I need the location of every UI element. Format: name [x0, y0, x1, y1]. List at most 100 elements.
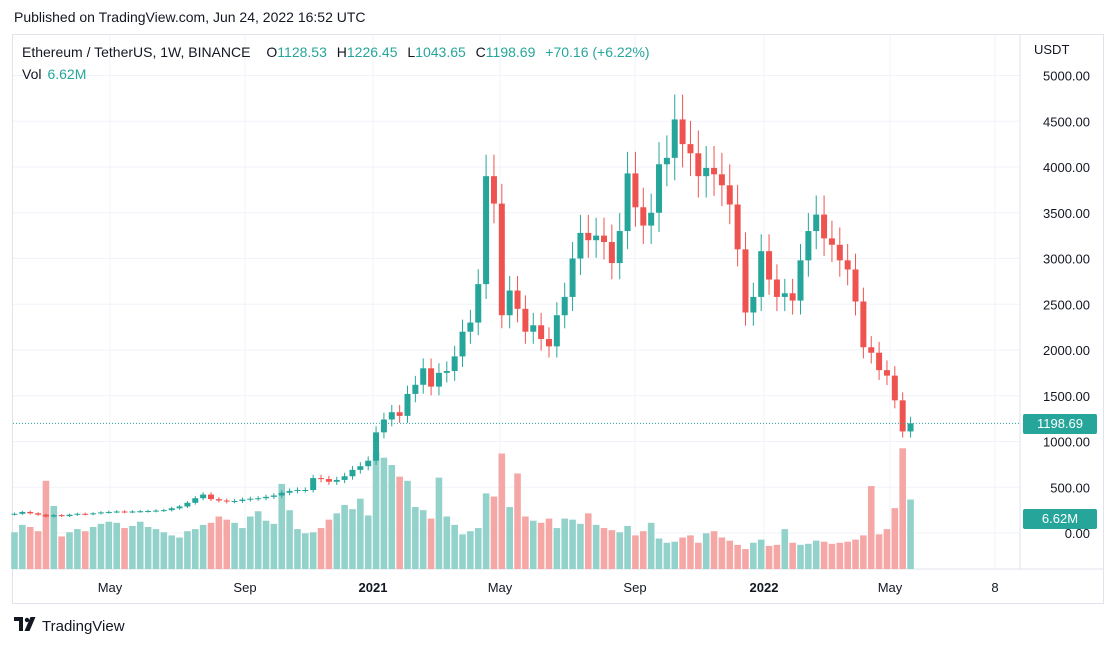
volume-bar: [231, 522, 238, 569]
volume-bar: [176, 537, 183, 569]
candle-body: [97, 512, 104, 514]
volume-bar: [58, 536, 65, 569]
time-tick-label: Sep: [233, 580, 256, 595]
volume-bar: [443, 516, 451, 569]
volume-bar: [836, 542, 844, 569]
candle-body: [129, 511, 136, 513]
candle-body: [137, 511, 144, 513]
volume-bar: [333, 513, 341, 569]
candle-body: [608, 242, 615, 264]
volume-bar: [545, 518, 553, 569]
volume-bar: [207, 522, 215, 569]
price-tick-label: 2500.00: [1043, 297, 1090, 312]
candle-body: [506, 290, 513, 316]
close-label: C: [475, 44, 486, 60]
candle-body: [781, 293, 788, 297]
volume-bar: [812, 540, 820, 569]
candle-body: [553, 315, 560, 347]
candle-body: [687, 144, 694, 154]
candle-body: [703, 167, 710, 177]
footer-brand[interactable]: TradingView: [14, 617, 125, 635]
volume-bar: [435, 477, 443, 569]
price-tick-label: 2000.00: [1043, 343, 1090, 358]
volume-bar: [121, 528, 128, 569]
candle-body: [828, 238, 835, 245]
volume-bar: [349, 509, 356, 569]
volume-bar: [608, 530, 616, 569]
candle-body: [805, 231, 812, 261]
low-label: L: [407, 44, 416, 60]
candle-body: [624, 173, 631, 232]
candle-body: [239, 499, 246, 501]
published-note: Published on TradingView.com, Jun 24, 20…: [14, 9, 366, 25]
candle-body: [711, 167, 718, 175]
candle-body: [876, 352, 883, 371]
volume-bar: [26, 527, 34, 569]
candle-body: [176, 506, 183, 509]
candle-body: [152, 510, 159, 512]
candle-body: [294, 489, 301, 491]
volume-bar: [828, 543, 836, 569]
candle-body: [530, 325, 537, 332]
candle-body: [789, 293, 796, 301]
volume-bar: [702, 533, 710, 569]
volume-bar: [396, 476, 403, 569]
volume-bar: [341, 504, 348, 569]
volume-bar: [262, 520, 270, 569]
volume-bar: [498, 453, 506, 569]
price-tick-label: 5000.00: [1043, 69, 1090, 84]
price-tick-label: 0.00: [1065, 526, 1090, 541]
volume-bar: [600, 528, 608, 569]
volume-bar: [679, 537, 686, 569]
volume-bar: [561, 518, 568, 569]
candle-body: [632, 173, 639, 208]
price-tick-label: 4000.00: [1043, 160, 1090, 175]
candle-body: [255, 498, 262, 500]
volume-bar: [514, 473, 521, 569]
volume-bar: [789, 542, 796, 569]
symbol-legend: Ethereum / TetherUS, 1W, BINANCE O1128.5…: [22, 44, 650, 60]
volume-bar: [136, 521, 144, 569]
close-value: 1198.69: [485, 44, 536, 60]
volume-bar: [710, 531, 718, 569]
candle-body: [270, 495, 277, 497]
volume-bar: [372, 452, 380, 569]
price-tick-label: 1500.00: [1043, 389, 1090, 404]
price-tick-label: 4500.00: [1043, 114, 1090, 129]
volume-bar: [529, 520, 537, 569]
chart-frame[interactable]: [12, 34, 1104, 604]
candle-body: [663, 157, 670, 165]
candle-body: [490, 176, 497, 204]
candle-body: [286, 490, 293, 493]
candle-body: [168, 508, 175, 511]
open-label: O: [266, 44, 278, 60]
volume-bar: [482, 493, 490, 569]
volume-bar: [616, 532, 624, 569]
volume-bar: [474, 528, 482, 569]
high-label: H: [336, 44, 347, 60]
high-value: 1226.45: [346, 44, 398, 60]
candle-body: [656, 164, 663, 213]
volume-bar: [569, 519, 576, 569]
volume-bar: [50, 506, 58, 569]
volume-bar: [553, 528, 561, 569]
candle-body: [648, 212, 655, 226]
candle-body: [899, 400, 906, 432]
volume-bar: [655, 538, 663, 569]
candle-body: [868, 347, 875, 353]
volume-bar: [160, 532, 168, 569]
volume-bar: [467, 531, 474, 569]
volume-bar: [577, 523, 584, 569]
candle-body: [844, 260, 851, 270]
candle-body: [74, 513, 81, 515]
volume-bar: [687, 535, 694, 569]
volume-value: 6.62M: [47, 66, 87, 82]
volume-bar: [490, 496, 498, 569]
volume-bar: [357, 498, 364, 569]
volume-bar: [734, 544, 741, 569]
candle-body: [813, 214, 820, 232]
candle-body: [278, 492, 285, 496]
candle-body: [891, 375, 898, 401]
candle-body: [333, 479, 340, 482]
